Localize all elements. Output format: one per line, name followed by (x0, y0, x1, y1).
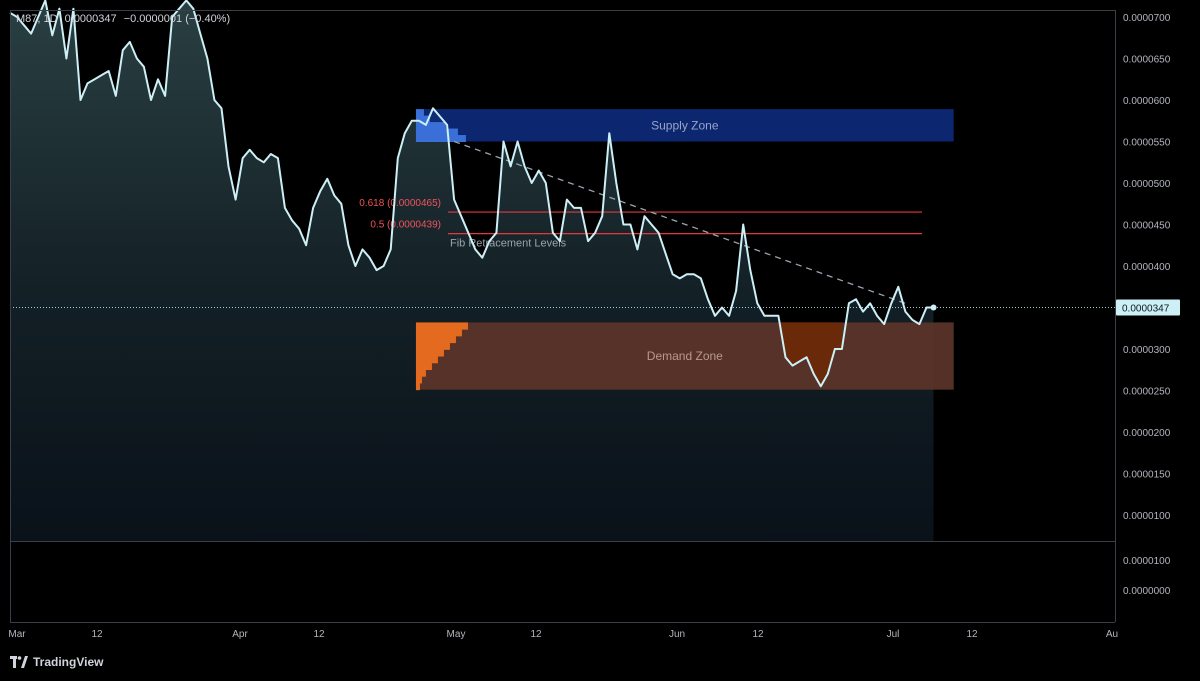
y-tick-label: 0.0000200 (1123, 428, 1171, 439)
demand-volume-bar (415, 342, 450, 350)
demand-volume-bar (415, 376, 422, 384)
demand-volume-bar (415, 335, 456, 344)
x-tick-label: 12 (91, 629, 103, 640)
last-value: 0.0000347 (64, 13, 117, 25)
y-tick-label: 0.0000100 (1123, 511, 1171, 522)
y-tick-label: 0.0000700 (1123, 13, 1171, 24)
brand-name: TradingView (33, 655, 104, 669)
symbol-legend[interactable]: M87, 1D 0.0000347 −0.0000001 (−0.40%) (16, 13, 230, 25)
x-tick-label: 12 (530, 629, 542, 640)
supply-volume-bar (415, 128, 458, 136)
y-tick-label: 0.0000550 (1123, 138, 1171, 149)
last-price-tag-text: 0.0000347 (1122, 304, 1170, 315)
trendline[interactable] (453, 140, 906, 304)
change-percent: (−0.40%) (185, 13, 231, 25)
demand-zone-box[interactable] (415, 322, 954, 390)
x-tick-label: Apr (232, 629, 248, 640)
demand-volume-bar (415, 382, 420, 391)
supply-volume-bar (415, 122, 446, 130)
lower-pane[interactable] (10, 542, 1115, 622)
supply-volume-bar (415, 115, 430, 123)
price-line[interactable] (9, 0, 934, 388)
demand-dip-fill (771, 322, 842, 387)
demand-volume-bar (415, 349, 444, 357)
supply-volume-bar (415, 135, 466, 142)
y-tick-label: 0.0000150 (1123, 470, 1171, 481)
price-area-fill (10, 0, 934, 541)
fib-level-label: 0.618 (0.0000465) (359, 198, 441, 209)
x-tick-label: 12 (752, 629, 764, 640)
tradingview-icon (10, 656, 28, 668)
x-tick-label: 12 (313, 629, 325, 640)
y-tick-label: 0.0000600 (1123, 96, 1171, 107)
y-tick-label: 0.0000100 (1123, 556, 1171, 567)
fib-level-label: 0.5 (0.0000439) (370, 220, 441, 231)
last-price-tag (1116, 299, 1180, 316)
y-tick-label: 0.0000500 (1123, 179, 1171, 190)
y-tick-label: 0.0000400 (1123, 262, 1171, 273)
demand-volume-bar (415, 329, 462, 337)
demand-volume-bar (415, 369, 426, 377)
last-price-dot (930, 304, 937, 311)
supply-volume-bar (415, 109, 424, 117)
x-tick-label: Au (1106, 629, 1118, 640)
demand-volume-bar (415, 322, 468, 330)
x-tick-label: Mar (8, 629, 26, 640)
x-tick-label: May (447, 629, 466, 640)
demand-volume-bar (415, 356, 438, 364)
x-tick-label: Jul (887, 629, 900, 640)
supply-zone-box[interactable] (415, 109, 954, 142)
y-tick-label: 0.0000250 (1123, 387, 1171, 398)
demand-volume-bar (415, 362, 432, 371)
y-tick-label: 0.0000000 (1123, 586, 1171, 597)
change-value: −0.0000001 (123, 13, 183, 25)
tradingview-logo[interactable]: TradingView (10, 655, 103, 669)
y-tick-label: 0.0000450 (1123, 221, 1171, 232)
demand-zone-label: Demand Zone (647, 349, 723, 363)
symbol-label: M87, 1D (16, 13, 58, 25)
x-tick-label: Jun (669, 629, 685, 640)
x-tick-label: 12 (966, 629, 978, 640)
y-tick-label: 0.0000650 (1123, 55, 1171, 66)
fib-caption: Fib Retracement Levels (450, 238, 567, 250)
y-tick-label: 0.0000300 (1123, 345, 1171, 356)
supply-zone-label: Supply Zone (651, 118, 719, 132)
